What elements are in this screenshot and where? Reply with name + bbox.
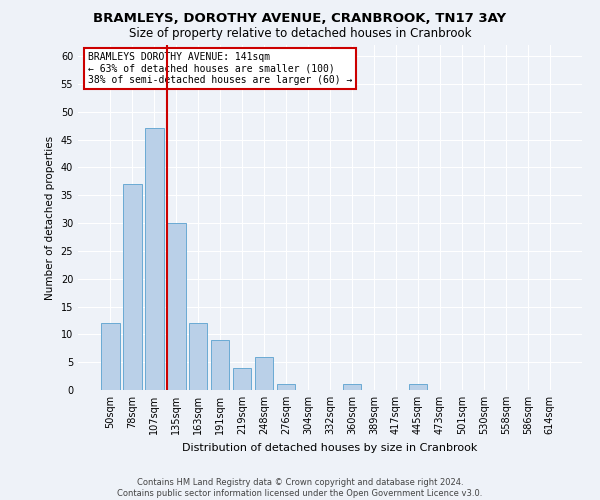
Text: Contains HM Land Registry data © Crown copyright and database right 2024.
Contai: Contains HM Land Registry data © Crown c… — [118, 478, 482, 498]
Bar — [409, 384, 427, 390]
Bar — [189, 323, 208, 390]
Bar — [277, 384, 295, 390]
Text: Size of property relative to detached houses in Cranbrook: Size of property relative to detached ho… — [129, 28, 471, 40]
Bar — [101, 323, 119, 390]
X-axis label: Distribution of detached houses by size in Cranbrook: Distribution of detached houses by size … — [182, 442, 478, 452]
Bar — [211, 340, 229, 390]
Bar — [233, 368, 251, 390]
Y-axis label: Number of detached properties: Number of detached properties — [45, 136, 55, 300]
Bar — [167, 223, 185, 390]
Bar — [123, 184, 142, 390]
Bar — [343, 384, 361, 390]
Bar — [145, 128, 164, 390]
Text: BRAMLEYS, DOROTHY AVENUE, CRANBROOK, TN17 3AY: BRAMLEYS, DOROTHY AVENUE, CRANBROOK, TN1… — [94, 12, 506, 26]
Text: BRAMLEYS DOROTHY AVENUE: 141sqm
← 63% of detached houses are smaller (100)
38% o: BRAMLEYS DOROTHY AVENUE: 141sqm ← 63% of… — [88, 52, 352, 85]
Bar — [255, 356, 274, 390]
